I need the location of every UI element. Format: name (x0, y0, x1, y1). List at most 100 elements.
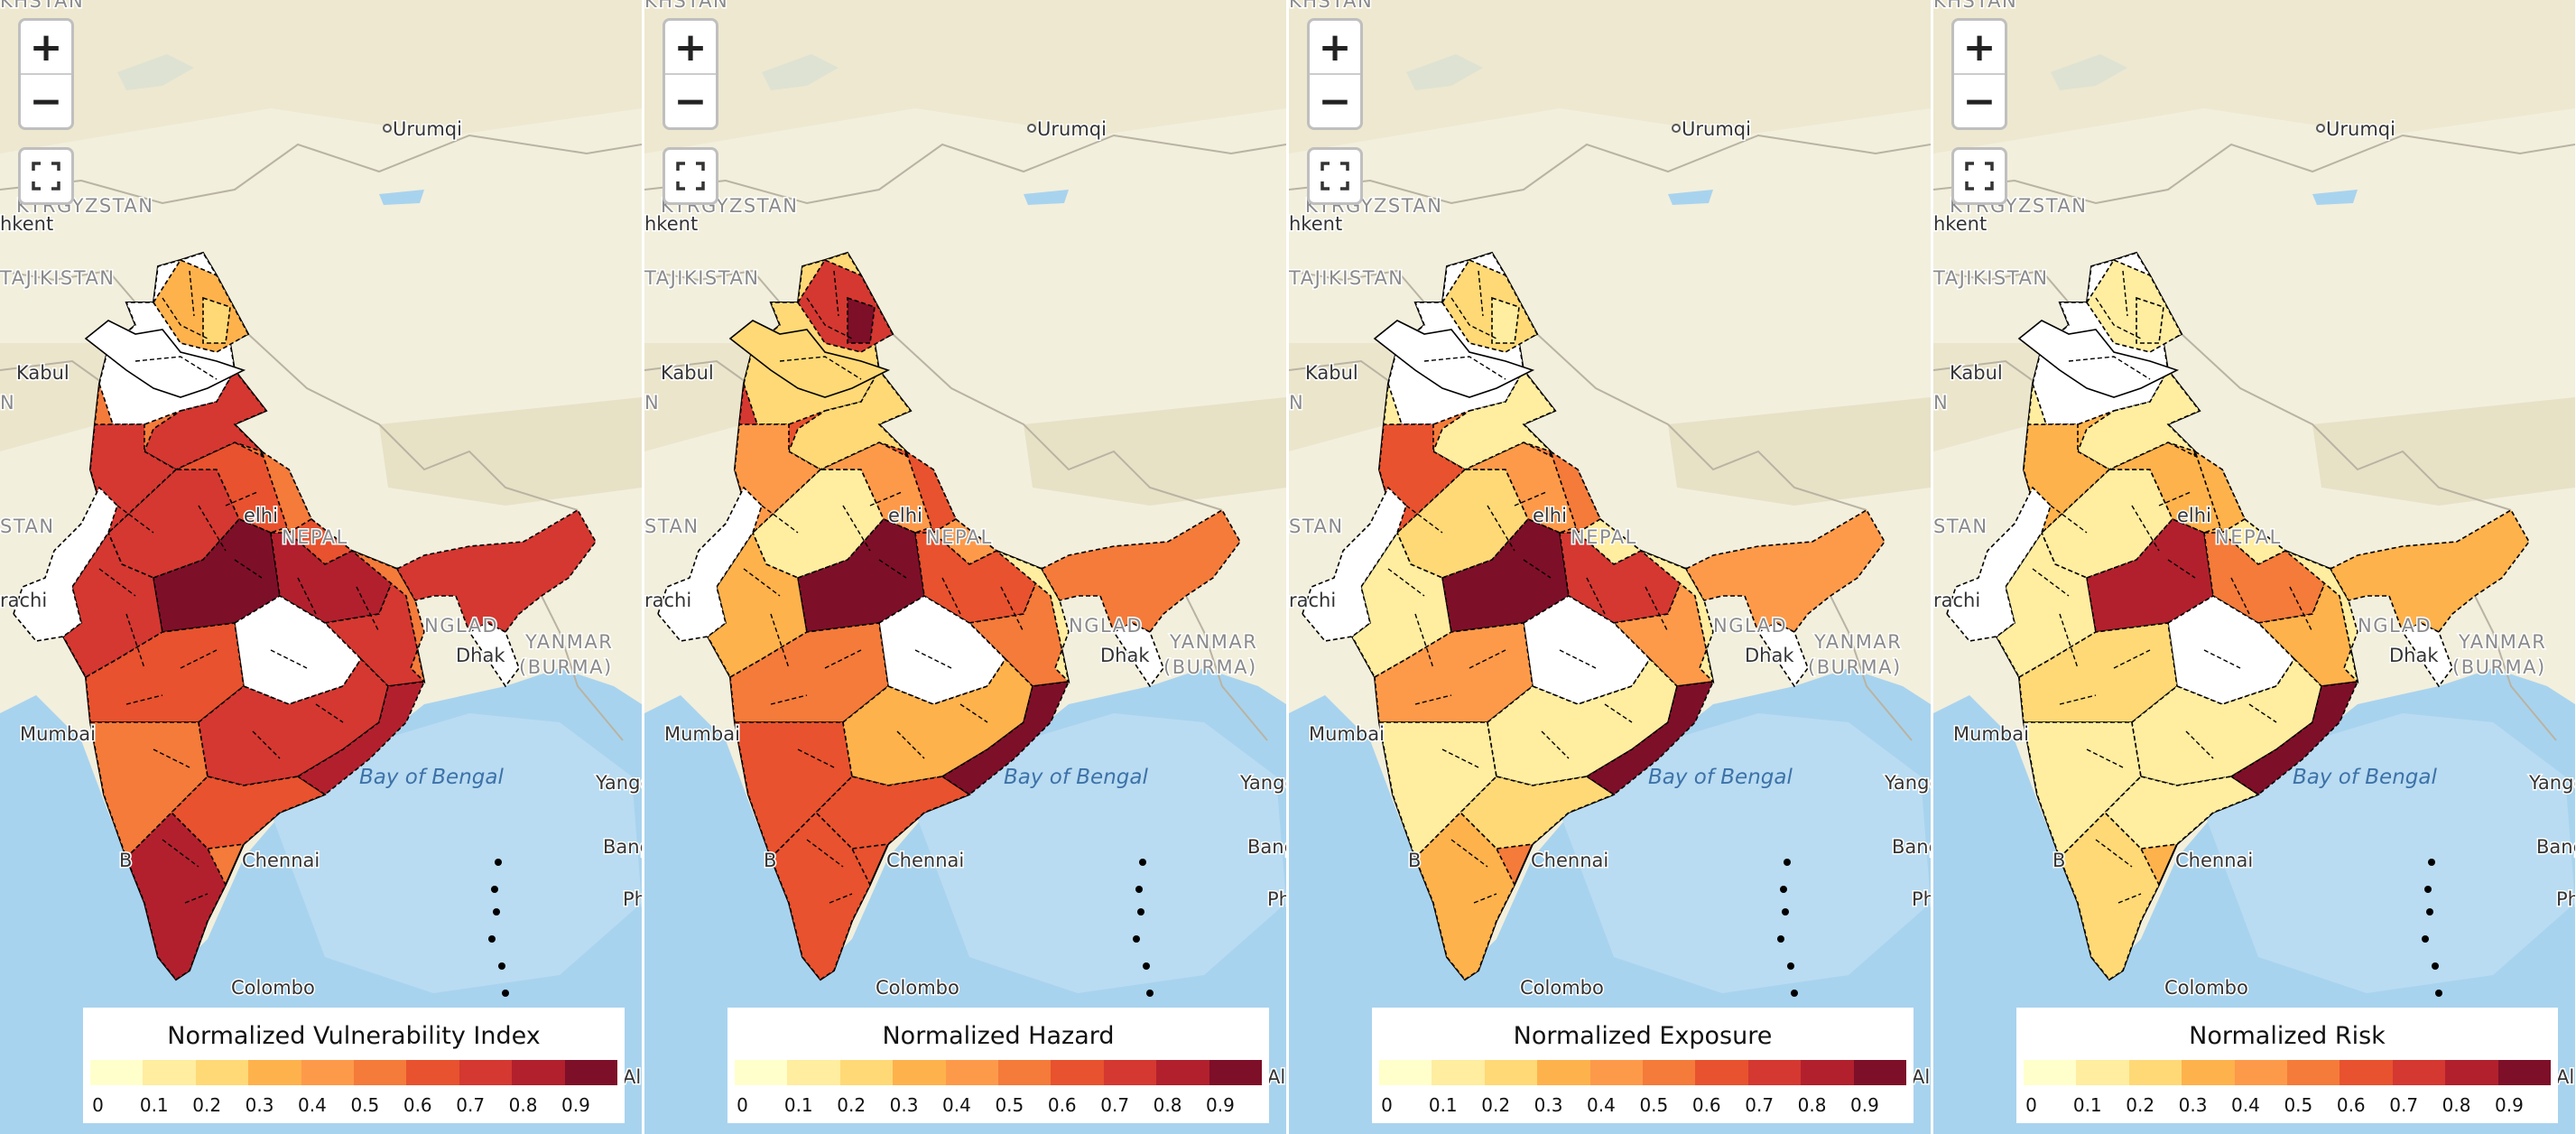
district-border (2167, 559, 2196, 579)
no-data-region[interactable] (1302, 486, 1407, 642)
country-border (247, 333, 579, 511)
district-region[interactable] (2076, 368, 2201, 470)
district-region[interactable] (787, 368, 913, 470)
place-label: YANMAR (524, 631, 613, 653)
zoom-out-button[interactable]: − (665, 73, 716, 127)
district-border (959, 703, 988, 723)
legend-swatch (945, 1060, 999, 1085)
place-label: Dhak (1745, 645, 1794, 666)
choropleth-map[interactable]: KHSTANUrumqiKYRGYZSTANhkentTAJIKISTANKab… (1289, 0, 1931, 1134)
island (1777, 935, 1784, 943)
district-region[interactable] (728, 320, 891, 398)
district-region[interactable] (770, 811, 871, 981)
district-region[interactable] (878, 595, 1007, 705)
district-region[interactable] (1491, 296, 1520, 344)
district-region[interactable] (2167, 595, 2296, 705)
fullscreen-button[interactable] (663, 147, 718, 205)
legend-title: Normalized Exposure (1513, 1022, 1773, 1050)
no-data-region[interactable] (657, 486, 763, 642)
district-region[interactable] (296, 681, 426, 795)
zoom-in-button[interactable]: + (1962, 23, 1997, 70)
fullscreen-button[interactable] (18, 147, 74, 205)
fullscreen-button[interactable] (1307, 147, 1363, 205)
district-region[interactable] (107, 469, 240, 579)
legend-swatch (564, 1060, 618, 1085)
country-border (1933, 134, 2575, 205)
district-region[interactable] (125, 811, 227, 981)
district-region[interactable] (2017, 320, 2180, 398)
place-label: NEPAL (1571, 526, 1637, 548)
district-region[interactable] (1414, 811, 1515, 981)
no-data-region[interactable] (1946, 486, 2052, 642)
legend-swatch (787, 1060, 840, 1085)
legend-tick-label: 0.4 (2231, 1094, 2260, 1116)
district-region[interactable] (752, 469, 885, 579)
legend-tick-label: 0.8 (2442, 1094, 2471, 1116)
terrain-shading (644, 343, 762, 451)
district-region[interactable] (143, 368, 268, 470)
zoom-out-button[interactable]: − (1954, 73, 2005, 127)
legend-tick-label: 0.2 (2126, 1094, 2155, 1116)
choropleth-map[interactable]: KHSTANUrumqiKYRGYZSTANhkentTAJIKISTANKab… (1933, 0, 2575, 1134)
zoom-out-button[interactable]: − (1310, 73, 1360, 127)
district-region[interactable] (1040, 508, 1241, 634)
district-region[interactable] (2229, 681, 2359, 795)
zoom-in-button[interactable]: + (29, 23, 63, 70)
district-region[interactable] (202, 296, 231, 344)
no-data-region[interactable] (13, 486, 118, 642)
district-region[interactable] (234, 595, 363, 705)
district-region[interactable] (941, 681, 1070, 795)
island (493, 908, 500, 916)
district-region[interactable] (1585, 681, 1715, 795)
map-panel[interactable]: KHSTAN Urumqi KYRGYZSTAN hkent TAJIKISTAN Kab… (0, 0, 642, 1134)
legend-swatch (2024, 1060, 2077, 1085)
district-region[interactable] (1396, 469, 1529, 579)
district-region[interactable] (1373, 320, 1535, 398)
zoom-control: + − (663, 18, 718, 130)
district-border (162, 297, 208, 339)
district-region[interactable] (1576, 518, 1643, 565)
map-panel[interactable]: KHSTAN Urumqi KYRGYZSTAN hkent TAJIKISTAN Kab… (1289, 0, 1931, 1134)
no-data-region[interactable] (1756, 622, 1809, 688)
city-marker (1027, 124, 1036, 133)
map-panel[interactable]: KHSTAN Urumqi KYRGYZSTAN hkent TAJIKISTAN Kab… (1933, 0, 2575, 1134)
fullscreen-icon (676, 162, 705, 191)
district-region[interactable] (1523, 595, 1652, 705)
place-label: (BURMA) (2452, 656, 2546, 678)
place-label: TAJIKISTAN (1933, 267, 2049, 289)
district-region[interactable] (2329, 508, 2530, 634)
district-region[interactable] (287, 518, 354, 565)
district-border (869, 491, 903, 507)
district-border (2032, 568, 2070, 597)
choropleth-map[interactable]: KHSTANUrumqiKYRGYZSTANhkentTAJIKISTANKab… (0, 0, 642, 1134)
no-data-region[interactable] (2401, 622, 2453, 688)
zoom-in-button[interactable]: + (1318, 23, 1352, 70)
district-region[interactable] (84, 320, 246, 398)
district-region[interactable] (2027, 383, 2048, 425)
district-region[interactable] (94, 383, 115, 425)
fullscreen-button[interactable] (1951, 147, 2007, 205)
district-region[interactable] (738, 383, 759, 425)
no-data-region[interactable] (468, 622, 520, 688)
place-label: Kabul (661, 362, 714, 384)
zoom-out-button[interactable]: − (21, 73, 71, 127)
district-region[interactable] (395, 508, 597, 634)
district-region[interactable] (2041, 469, 2173, 579)
no-data-region[interactable] (1112, 622, 1164, 688)
district-region[interactable] (847, 296, 876, 344)
district-border (125, 613, 145, 669)
district-border (2122, 270, 2128, 317)
district-region[interactable] (1684, 508, 1886, 634)
district-region[interactable] (2136, 296, 2164, 344)
place-label: Mumbai (1309, 723, 1385, 745)
choropleth-map[interactable]: KHSTANUrumqiKYRGYZSTANhkentTAJIKISTANKab… (644, 0, 1286, 1134)
district-region[interactable] (2059, 811, 2160, 981)
district-region[interactable] (1432, 368, 1557, 470)
district-region[interactable] (931, 518, 998, 565)
map-panel[interactable]: KHSTAN Urumqi KYRGYZSTAN hkent TAJIKISTAN Kab… (644, 0, 1286, 1134)
zoom-in-button[interactable]: + (673, 23, 708, 70)
district-region[interactable] (1383, 383, 1404, 425)
legend-swatch (2340, 1060, 2393, 1085)
legend-swatch (1103, 1060, 1157, 1085)
district-region[interactable] (2220, 518, 2287, 565)
